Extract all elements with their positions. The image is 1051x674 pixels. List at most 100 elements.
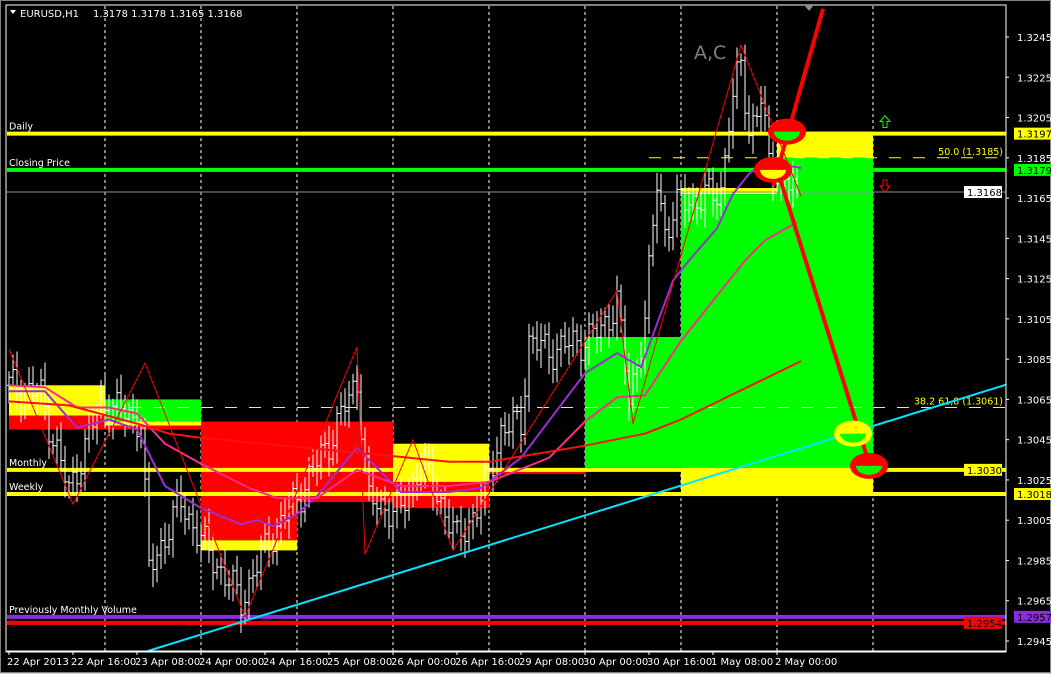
price-bar: [263, 522, 267, 553]
time-tick-label: 24 Apr 16:00: [263, 657, 328, 668]
price-tick-label: 1.3225: [1017, 73, 1051, 84]
price-bar: [431, 446, 435, 511]
price-bar: [535, 321, 539, 361]
price-tick-label: 1.2965: [1017, 597, 1051, 608]
price-bar: [459, 506, 463, 552]
price-bar: [155, 545, 159, 583]
price-box-label: 1.2957: [1017, 613, 1051, 624]
price-bar: [551, 339, 555, 384]
price-bar: [571, 317, 575, 358]
price-bar: [647, 244, 651, 334]
price-box: [1014, 610, 1051, 623]
price-bar: [631, 360, 635, 412]
price-bar: [63, 445, 67, 498]
price-bar: [615, 275, 619, 341]
moving-average-line: [8, 221, 798, 500]
time-tick-label: 22 Apr 16:00: [71, 657, 136, 668]
price-bar: [319, 435, 323, 480]
time-tick-label: 25 Apr 08:00: [327, 657, 392, 668]
price-bar: [115, 378, 119, 423]
markers: A,C: [694, 42, 892, 479]
price-tick-label: 1.3045: [1017, 436, 1051, 447]
price-bar: [503, 411, 507, 446]
price-bar: [307, 456, 311, 508]
price-bar: [199, 524, 203, 563]
price-bar: [131, 393, 135, 434]
price-bar: [511, 396, 515, 449]
fibo-label: 50.0 (1.3185): [938, 147, 1003, 158]
price-tick-label: 1.3245: [1017, 33, 1051, 44]
price-bar: [435, 477, 439, 516]
horizontal-levels: Daily Closing Price Monthly Weekly Previousl…: [7, 122, 1006, 625]
time-tick-label: 2 May 00:00: [775, 657, 837, 668]
signal-marker: [754, 156, 792, 183]
price-bar: [183, 493, 187, 535]
price-bar: [15, 351, 19, 410]
price-tick-label: 1.2985: [1017, 556, 1051, 567]
price-bar: [7, 371, 11, 404]
zones: [9, 131, 873, 551]
price-bar: [547, 322, 551, 375]
price-bar: [331, 429, 335, 466]
price-bar: [755, 106, 759, 127]
price-bar: [179, 475, 183, 523]
price-bar: [607, 304, 611, 348]
price-bar: [531, 326, 535, 354]
price-bar: [743, 44, 747, 131]
price-bar: [715, 182, 719, 220]
price-bar: [451, 506, 455, 551]
price-tick-label: 1.3205: [1017, 114, 1051, 125]
price-bar: [507, 413, 511, 447]
dropdown-triangle-icon[interactable]: [10, 10, 16, 14]
price-bar: [259, 535, 263, 591]
price-axis: 1.3245 1.3225 1.3205 1.3185 1.3165 1.3145 1.31…: [964, 6, 1051, 651]
price-bar: [191, 497, 195, 546]
price-bar: [663, 195, 667, 247]
price-tick-label: 1.3025: [1017, 476, 1051, 487]
price-bar: [759, 86, 763, 133]
zigzag: [8, 43, 802, 619]
price-bar: [303, 477, 307, 523]
price-bar: [455, 514, 459, 534]
price-bar: [403, 487, 407, 529]
zigzag-line: [8, 43, 802, 619]
symbol-label: EURUSD,H1: [20, 9, 79, 20]
price-box-label: 1.3197: [1017, 130, 1051, 141]
zone-rect: [105, 421, 201, 426]
time-tick-label: 29 Apr 08:00: [519, 657, 584, 668]
price-bar: [695, 187, 699, 225]
price-bar: [427, 443, 431, 472]
time-tick-label: 22 Apr 2013: [7, 657, 69, 668]
price-bar: [171, 500, 175, 558]
price-bar: [387, 492, 391, 540]
price-box: [1014, 163, 1051, 176]
price-bar: [539, 323, 543, 369]
price-bar: [655, 172, 659, 244]
time-tick-label: 26 Apr 16:00: [455, 657, 520, 668]
price-bar: [335, 406, 339, 464]
price-bar: [35, 382, 39, 414]
price-bar: [559, 328, 563, 367]
price-bar: [99, 379, 103, 419]
price-bar: [683, 174, 687, 228]
price-bar: [151, 543, 155, 588]
signal-marker: [850, 452, 888, 479]
price-bar: [243, 589, 247, 625]
price-bar: [235, 555, 239, 595]
price-bar: [47, 390, 51, 459]
price-box: [964, 463, 1002, 476]
price-bar: [251, 559, 255, 593]
arrow-up-icon: [878, 114, 892, 129]
chart-shift-triangle-icon[interactable]: [804, 5, 814, 11]
price-bar: [595, 311, 599, 354]
price-bar: [395, 485, 399, 529]
zone-rect: [777, 157, 873, 468]
wave-label: A,C: [694, 42, 726, 64]
price-bar: [127, 402, 131, 429]
price-bar: [351, 373, 355, 405]
price-bar: [195, 510, 199, 554]
price-bar: [111, 398, 115, 440]
